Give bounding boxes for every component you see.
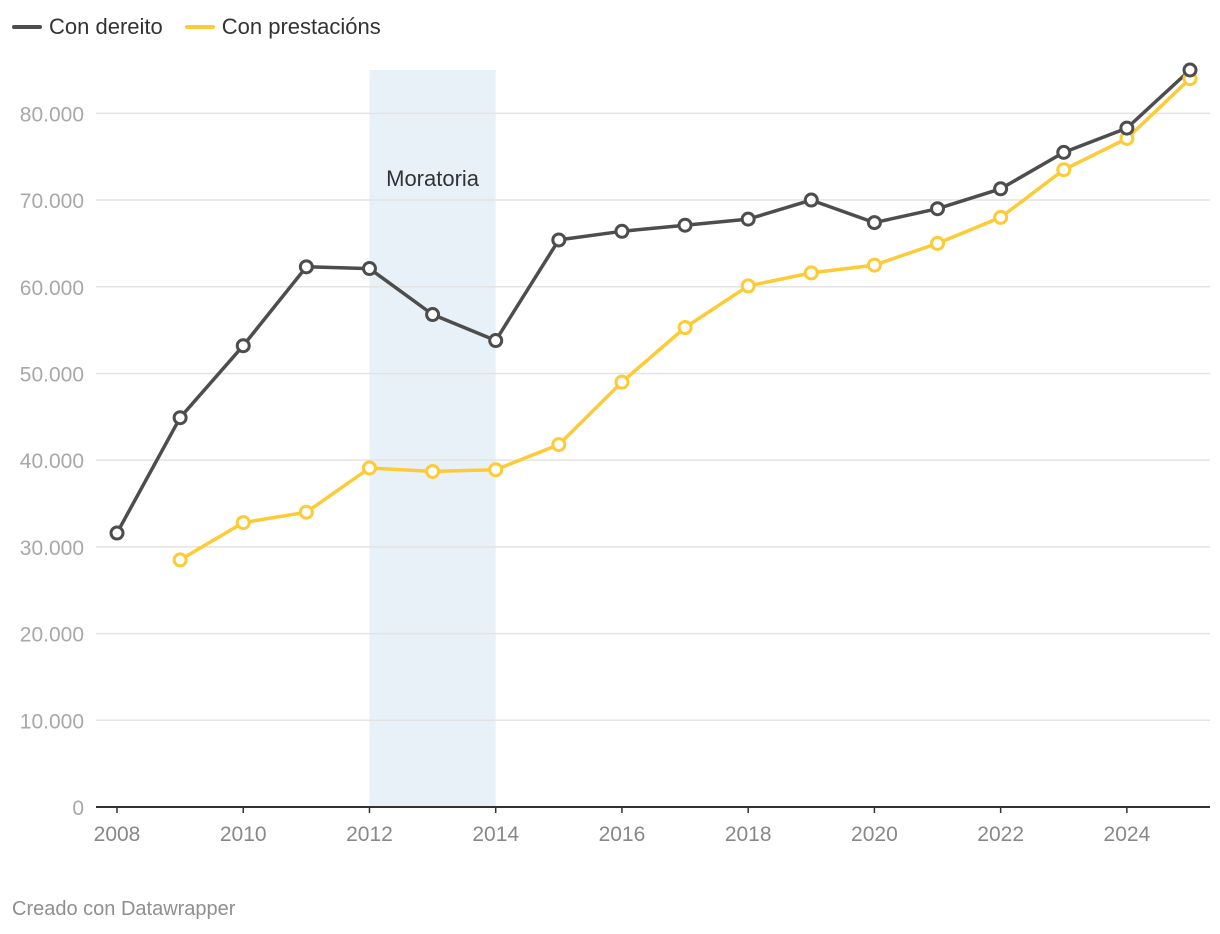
data-point-s1-2018	[740, 278, 756, 294]
data-point-s0-2021	[930, 201, 946, 217]
line-chart: 2008 2010 2012 2014 2016 2018 2020 2022 2024 0 10…	[20, 62, 1210, 846]
data-point-s1-2010	[235, 515, 251, 531]
data-point-s1-2023	[1056, 162, 1072, 178]
x-tick-label-3: 2014	[472, 823, 519, 846]
data-point-s1-2012	[361, 460, 377, 476]
data-point-s0-2011	[298, 259, 314, 275]
data-point-s1-2021	[930, 235, 946, 251]
legend-item-con-dereito: Con dereito	[12, 14, 163, 40]
y-tick-label-0: 0	[72, 797, 84, 820]
y-tick-label-1: 10.000	[20, 710, 84, 733]
y-tick-label-8: 80.000	[20, 103, 84, 126]
series-line-0	[115, 68, 1192, 535]
data-point-s0-2013	[425, 307, 441, 323]
data-point-s1-2020	[866, 257, 882, 273]
data-point-s0-2019	[803, 192, 819, 208]
data-point-s0-2017	[677, 217, 693, 233]
x-tick-label-6: 2020	[851, 823, 898, 846]
y-tick-label-5: 50.000	[20, 363, 84, 386]
x-tick-label-4: 2016	[599, 823, 646, 846]
x-tick-label-8: 2024	[1104, 823, 1151, 846]
chart-legend: Con dereito Con prestacións	[12, 14, 381, 40]
data-point-s0-2014	[488, 333, 504, 349]
data-point-s0-2024	[1119, 120, 1135, 136]
data-point-s0-2022	[993, 181, 1009, 197]
legend-swatch-con-prestacions	[184, 25, 215, 29]
data-point-s1-2009	[172, 552, 188, 568]
y-tick-label-4: 40.000	[20, 450, 84, 473]
y-tick-label-3: 30.000	[20, 537, 84, 560]
x-tick-label-2: 2012	[346, 823, 393, 846]
legend-label-con-dereito: Con dereito	[49, 14, 163, 39]
data-point-s0-2020	[866, 215, 882, 231]
data-point-s1-2017	[677, 320, 693, 336]
data-point-s0-2012	[361, 261, 377, 277]
data-point-s0-2018	[740, 211, 756, 227]
data-point-s1-2015	[551, 437, 567, 453]
data-point-s0-2008	[109, 525, 125, 541]
data-point-s0-2016	[614, 223, 630, 239]
data-point-s1-2016	[614, 374, 630, 390]
data-point-s0-2015	[551, 232, 567, 248]
legend-item-con-prestacions: Con prestacións	[184, 14, 381, 40]
x-tick-label-5: 2018	[725, 823, 772, 846]
data-point-s1-2022	[993, 209, 1009, 225]
y-tick-label-6: 60.000	[20, 277, 84, 300]
data-point-s0-2023	[1056, 144, 1072, 160]
data-point-s0-2009	[172, 410, 188, 426]
data-point-s1-2019	[803, 265, 819, 281]
data-point-s0-2025	[1182, 62, 1198, 78]
x-tick-label-1: 2010	[220, 823, 267, 846]
legend-swatch-con-dereito	[12, 25, 42, 29]
y-tick-label-7: 70.000	[20, 190, 84, 213]
legend-label-con-prestacions: Con prestacións	[221, 14, 381, 39]
y-tick-label-2: 20.000	[20, 624, 84, 647]
data-point-s0-2010	[235, 338, 251, 354]
data-point-s1-2014	[488, 462, 504, 478]
data-point-s1-2011	[298, 504, 314, 520]
data-point-s1-2013	[425, 463, 441, 479]
x-tick-label-0: 2008	[94, 823, 141, 846]
series-line-1	[178, 76, 1192, 562]
annotation-label-0: Moratoria	[386, 166, 480, 191]
chart-credit: Creado con Datawrapper	[12, 898, 236, 920]
x-tick-label-7: 2022	[977, 823, 1024, 846]
annotation-band-0	[369, 70, 496, 807]
